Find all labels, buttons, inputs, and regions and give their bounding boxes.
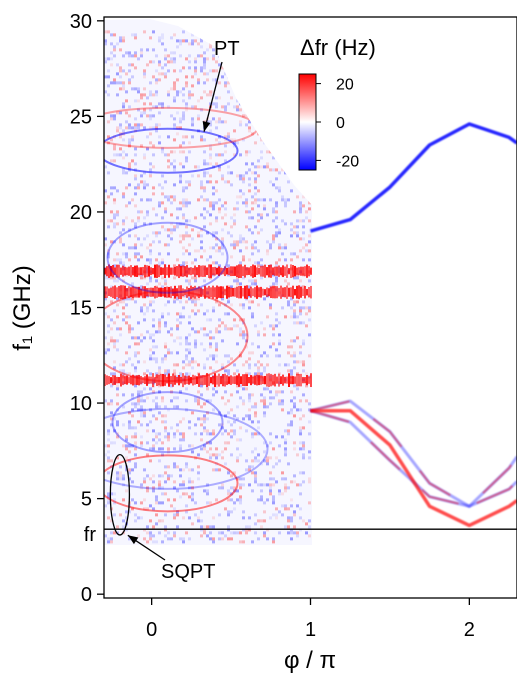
colorbar-gradient (298, 73, 317, 171)
spectral-arc (104, 290, 249, 383)
y-tick-label: 5 (81, 489, 92, 511)
fr-label: fr (84, 524, 97, 546)
colorbar-tick-label: 0 (336, 115, 345, 132)
x-tick-label: 0 (146, 619, 157, 641)
pt-label: PT (214, 38, 240, 60)
annotations: PT SQPT (127, 38, 240, 583)
colorbar: Δfr (Hz) 20 0 -20 (298, 35, 376, 171)
theory-curve (310, 399, 517, 508)
sqpt-ellipse (109, 454, 131, 536)
theory-curve (310, 408, 517, 528)
arrow-head (202, 120, 211, 132)
y-axis-title: f₁ (GHz) (9, 265, 36, 350)
colorbar-title: Δfr (Hz) (300, 35, 376, 60)
x-axis: 0 1 2 (146, 598, 475, 641)
theory-curve (310, 122, 517, 233)
y-tick-label: 20 (70, 202, 92, 224)
y-tick-label: 15 (70, 298, 92, 320)
y-tick-label: 0 (81, 584, 92, 606)
sqpt-label: SQPT (161, 561, 215, 583)
spectral-arc (111, 391, 224, 454)
theory-curve (310, 409, 517, 508)
spectral-arc (104, 407, 269, 490)
y-tick-label: 30 (70, 11, 92, 33)
dense-band (104, 285, 312, 300)
x-tick-label: 1 (305, 619, 316, 641)
x-tick-label: 2 (464, 619, 475, 641)
spectral-arc (104, 454, 239, 513)
colorbar-tick-label: 20 (336, 77, 354, 94)
dense-band (104, 264, 312, 279)
dense-bands (104, 264, 312, 388)
colorbar-tick-label: -20 (336, 153, 359, 170)
arrow-head (127, 535, 139, 545)
colorbar-ticks: 20 0 -20 (316, 77, 359, 170)
y-tick-label: 25 (70, 106, 92, 128)
theory-curves (310, 122, 517, 528)
annotation-arrow (203, 61, 223, 132)
spectral-arc (106, 221, 229, 294)
y-tick-label: 10 (70, 393, 92, 415)
x-axis-title: φ / π (284, 647, 336, 674)
spectral-arc (104, 127, 239, 174)
dense-band (104, 373, 312, 388)
y-axis: 0 5 10 15 20 25 30 (70, 11, 104, 606)
